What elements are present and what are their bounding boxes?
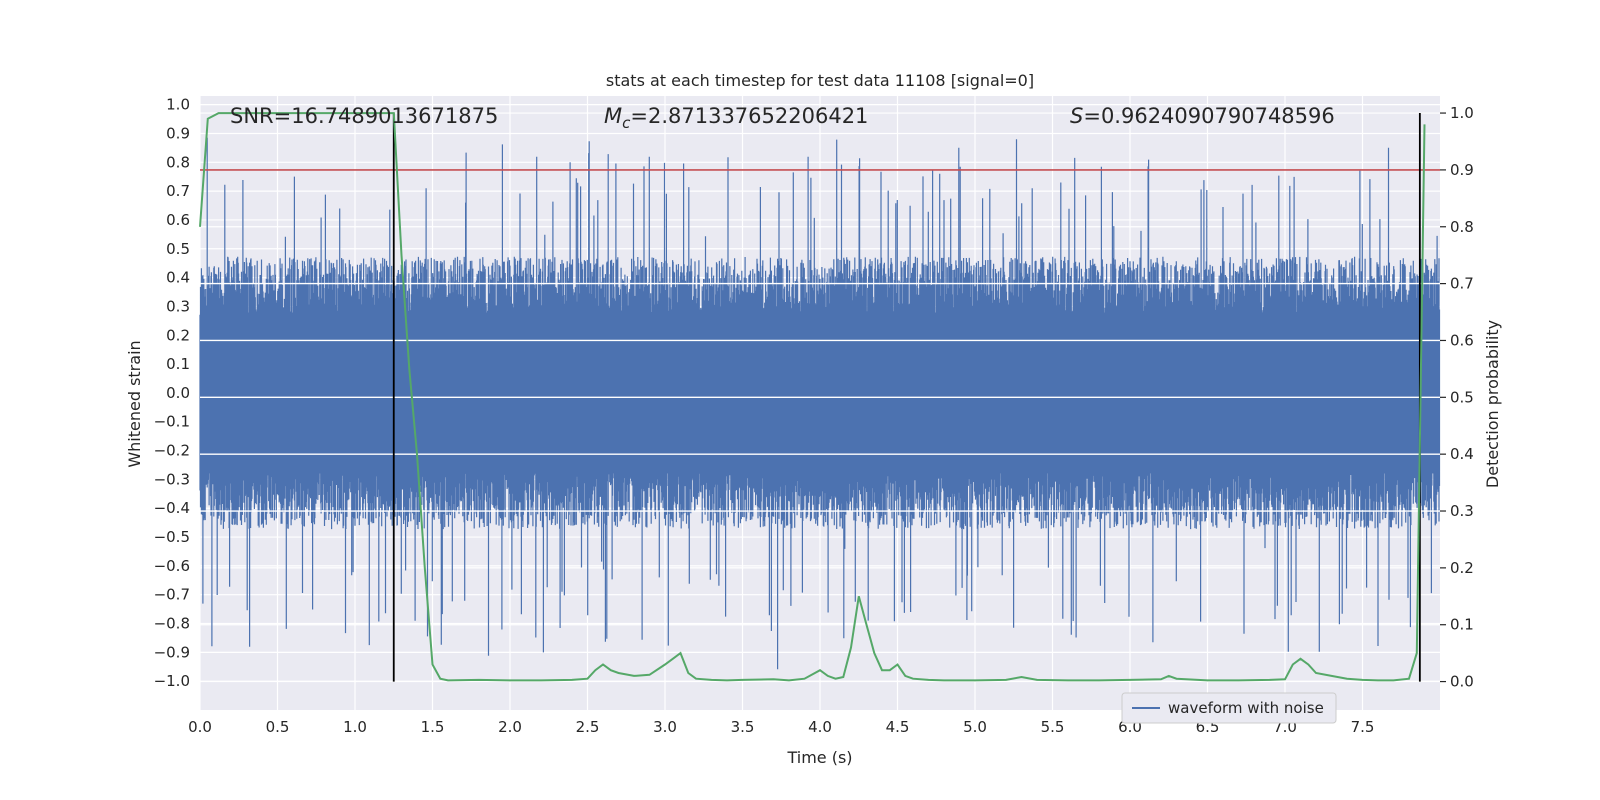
- y2-tick-label: 0.2: [1450, 559, 1474, 577]
- y2-tick-label: 0.7: [1450, 275, 1474, 293]
- mc-annotation: Mc=2.871337652206421: [604, 104, 868, 132]
- mc-value: =2.871337652206421: [630, 104, 868, 128]
- y-tick-label: 0.4: [166, 269, 190, 287]
- y-tick-label: −0.3: [154, 470, 190, 488]
- legend: waveform with noise: [1121, 692, 1337, 724]
- y2-tick-label: 1.0: [1450, 104, 1474, 122]
- y2-tick-label: 0.1: [1450, 616, 1474, 634]
- s-symbol: S: [1070, 104, 1083, 128]
- y-tick-label: −0.5: [154, 528, 190, 546]
- x-tick-label: 2.5: [576, 718, 600, 736]
- x-tick-label: 2.0: [498, 718, 522, 736]
- y-tick-label: −0.4: [154, 499, 190, 517]
- y-tick-label: −0.6: [154, 557, 190, 575]
- x-tick-label: 1.0: [343, 718, 367, 736]
- y-tick-label: 0.5: [166, 240, 190, 258]
- y-tick-label: 1.0: [166, 96, 190, 114]
- y2-tick-label: 0.5: [1450, 388, 1474, 406]
- chart-title: stats at each timestep for test data 111…: [606, 71, 1034, 90]
- x-tick-label: 0.0: [188, 718, 212, 736]
- y-tick-label: −0.1: [154, 413, 190, 431]
- x-tick-label: 1.5: [421, 718, 445, 736]
- y-tick-label: −0.7: [154, 586, 190, 604]
- overlay-grid: [200, 282, 1440, 512]
- y-tick-label: 0.8: [166, 153, 190, 171]
- legend-box: [1121, 692, 1337, 724]
- y2-tick-label: 0.3: [1450, 502, 1474, 520]
- y2-tick-labels: 1.0 0.9 0.8 0.7 0.6 0.5 0.4 0.3 0.2 0.1 0.0: [1440, 104, 1474, 691]
- x-axis-label: Time (s): [786, 748, 852, 767]
- y-tick-label: 0.9: [166, 124, 190, 142]
- y-tick-label: 0.6: [166, 211, 190, 229]
- y-tick-label: −0.2: [154, 442, 190, 460]
- y-tick-label: 0.1: [166, 355, 190, 373]
- y-tick-labels: 1.0 0.9 0.8 0.7 0.6 0.5 0.4 0.3 0.2 0.1 0.0 −0.1 −0.…: [154, 96, 190, 691]
- y2-tick-label: 0.4: [1450, 445, 1474, 463]
- series-detection-probability: [199, 112, 1426, 682]
- y2-tick-label: 0.0: [1450, 673, 1474, 691]
- x-tick-label: 4.5: [886, 718, 910, 736]
- y-tick-label: 0.7: [166, 182, 190, 200]
- y-tick-label: 0.0: [166, 384, 190, 402]
- snr-annotation: SNR=16.7489013671875: [230, 104, 498, 128]
- s-value: =0.9624090790748596: [1083, 104, 1334, 128]
- x-tick-label: 7.5: [1351, 718, 1375, 736]
- x-tick-label: 5.0: [963, 718, 987, 736]
- y-tick-label: −0.8: [154, 615, 190, 633]
- x-tick-label: 5.5: [1041, 718, 1065, 736]
- mc-subscript: c: [622, 114, 631, 132]
- y-tick-label: 0.3: [166, 297, 190, 315]
- y2-axis-label: Detection probability: [1483, 320, 1502, 488]
- mc-symbol: M: [604, 104, 622, 128]
- y2-tick-label: 0.6: [1450, 331, 1474, 349]
- y-tick-label: 0.2: [166, 326, 190, 344]
- y2-tick-label: 0.8: [1450, 218, 1474, 236]
- legend-entry: waveform with noise: [1168, 699, 1324, 717]
- y-tick-label: −1.0: [154, 672, 190, 690]
- y-axis-label: Whitened strain: [125, 340, 144, 467]
- x-tick-label: 3.0: [653, 718, 677, 736]
- x-tick-label: 3.5: [731, 718, 755, 736]
- x-tick-label: 0.5: [266, 718, 290, 736]
- y2-tick-label: 0.9: [1450, 161, 1474, 179]
- y-tick-label: −0.9: [154, 643, 190, 661]
- s-annotation: S=0.9624090790748596: [1070, 104, 1335, 128]
- x-tick-label: 4.0: [808, 718, 832, 736]
- waveform-core-band: [200, 312, 1440, 474]
